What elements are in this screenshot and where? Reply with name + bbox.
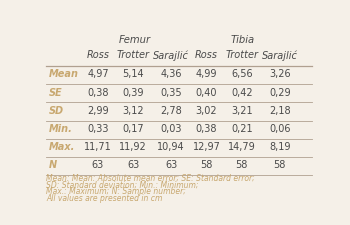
- Text: 58: 58: [236, 160, 248, 170]
- Text: 2,78: 2,78: [160, 106, 182, 116]
- Text: 0,33: 0,33: [87, 124, 109, 134]
- Text: 2,99: 2,99: [87, 106, 109, 116]
- Text: 0,29: 0,29: [269, 88, 290, 98]
- Text: 5,14: 5,14: [122, 70, 144, 79]
- Text: SD: SD: [49, 106, 64, 116]
- Text: 0,06: 0,06: [269, 124, 290, 134]
- Text: 0,35: 0,35: [160, 88, 182, 98]
- Text: Sarajlić: Sarajlić: [153, 50, 189, 61]
- Text: 0,21: 0,21: [231, 124, 253, 134]
- Text: Min.: Min.: [49, 124, 73, 134]
- Text: Mean: Mean: [49, 70, 79, 79]
- Text: 4,36: 4,36: [161, 70, 182, 79]
- Text: Max.: Max.: [49, 142, 76, 152]
- Text: Ross: Ross: [195, 50, 218, 60]
- Text: All values are presented in cm: All values are presented in cm: [47, 194, 163, 203]
- Text: 63: 63: [127, 160, 139, 170]
- Text: 2,18: 2,18: [269, 106, 290, 116]
- Text: 0,03: 0,03: [161, 124, 182, 134]
- Text: Ross: Ross: [86, 50, 110, 60]
- Text: 11,71: 11,71: [84, 142, 112, 152]
- Text: 63: 63: [165, 160, 177, 170]
- Text: 10,94: 10,94: [158, 142, 185, 152]
- Text: 58: 58: [274, 160, 286, 170]
- Text: SD: Standard deviation; Min.: Minimum;: SD: Standard deviation; Min.: Minimum;: [47, 180, 199, 189]
- Text: Sarajlić: Sarajlić: [262, 50, 298, 61]
- Text: Trotter: Trotter: [225, 50, 258, 60]
- Text: 12,97: 12,97: [193, 142, 220, 152]
- Text: 6,56: 6,56: [231, 70, 253, 79]
- Text: 58: 58: [200, 160, 213, 170]
- Text: 4,99: 4,99: [196, 70, 217, 79]
- Text: Tibia: Tibia: [231, 35, 255, 45]
- Text: 8,19: 8,19: [269, 142, 290, 152]
- Text: Mean: Mean: Absolute mean error; SE: Standard error;: Mean: Mean: Absolute mean error; SE: Sta…: [47, 173, 255, 182]
- Text: Max.: Maximum; N: Sample number;: Max.: Maximum; N: Sample number;: [47, 187, 186, 196]
- Text: Trotter: Trotter: [117, 50, 150, 60]
- Text: 3,12: 3,12: [122, 106, 144, 116]
- Text: 0,42: 0,42: [231, 88, 253, 98]
- Text: SE: SE: [49, 88, 63, 98]
- Text: 11,92: 11,92: [119, 142, 147, 152]
- Text: Femur: Femur: [119, 35, 151, 45]
- Text: 3,21: 3,21: [231, 106, 253, 116]
- Text: 0,39: 0,39: [122, 88, 144, 98]
- Text: 0,38: 0,38: [196, 124, 217, 134]
- Text: 3,02: 3,02: [196, 106, 217, 116]
- Text: 0,40: 0,40: [196, 88, 217, 98]
- Text: N: N: [49, 160, 57, 170]
- Text: 0,17: 0,17: [122, 124, 144, 134]
- Text: 14,79: 14,79: [228, 142, 255, 152]
- Text: 63: 63: [92, 160, 104, 170]
- Text: 3,26: 3,26: [269, 70, 290, 79]
- Text: 4,97: 4,97: [87, 70, 109, 79]
- Text: 0,38: 0,38: [87, 88, 109, 98]
